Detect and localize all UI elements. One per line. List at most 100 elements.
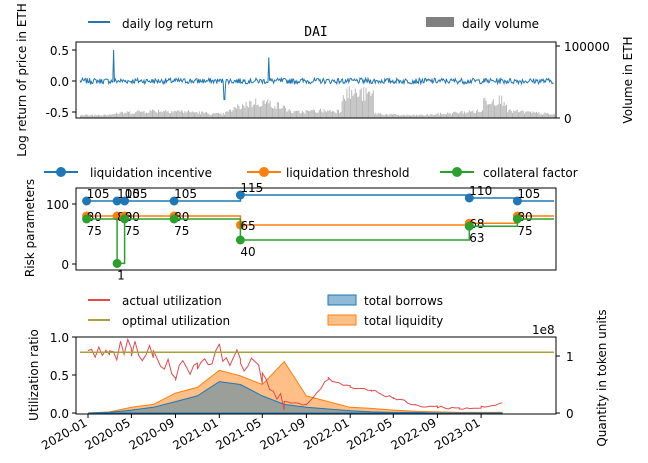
volume-bar [161, 112, 163, 118]
volume-bar [342, 95, 344, 118]
volume-bar [551, 114, 553, 118]
y-right-tick-label: 100000 [564, 40, 610, 54]
volume-bar [134, 113, 135, 118]
volume-bar [190, 112, 192, 118]
risk-point [464, 221, 474, 231]
volume-bar [152, 109, 153, 118]
volume-bar [256, 105, 258, 118]
volume-bar [392, 114, 393, 118]
volume-bar [212, 113, 213, 118]
volume-bar [311, 110, 313, 118]
legend-total-borrows: total borrows [364, 294, 443, 308]
legend-liquidation-incentive: liquidation incentive [90, 166, 212, 180]
volume-bar [353, 93, 355, 118]
volume-bar [104, 114, 105, 118]
volume-bar [148, 112, 150, 118]
volume-bar [171, 111, 173, 118]
volume-bar [438, 115, 440, 118]
volume-bar [260, 106, 261, 118]
volume-bar [164, 111, 165, 118]
volume-bar [477, 109, 479, 118]
volume-bar [328, 110, 330, 118]
y-right-tick-label: 0 [564, 112, 572, 126]
y-tick-label: 0 [61, 258, 69, 272]
volume-bar [485, 100, 487, 118]
volume-bar [449, 113, 451, 118]
risk-point [120, 196, 130, 206]
volume-bar [454, 111, 456, 118]
risk-point [235, 190, 245, 200]
volume-bar [334, 112, 336, 118]
volume-bar [262, 100, 264, 118]
volume-bar [312, 109, 314, 118]
volume-bar [488, 104, 489, 118]
volume-bar [320, 108, 321, 118]
x-tick-label: 2020-05 [82, 415, 132, 452]
volume-bar [214, 113, 216, 118]
volume-bar [426, 114, 428, 118]
volume-bar [306, 110, 308, 118]
volume-bar [346, 88, 348, 118]
volume-bar [371, 93, 373, 118]
volume-bar [453, 112, 455, 118]
y-right-axis-label: Volume in ETH [621, 36, 635, 123]
data-label: 110 [469, 184, 492, 198]
volume-bar [536, 111, 537, 118]
volume-bar [88, 115, 90, 118]
data-label: 105 [125, 187, 148, 201]
volume-bar [236, 108, 237, 118]
volume-bar [201, 111, 203, 118]
volume-bar [230, 109, 231, 118]
volume-bar [267, 99, 269, 118]
volume-bar [507, 112, 509, 118]
volume-bar [483, 98, 485, 118]
volume-bar [417, 115, 419, 118]
risk-point [120, 214, 130, 224]
volume-bar [341, 101, 343, 118]
volume-bar [516, 109, 518, 118]
volume-bar [197, 113, 199, 118]
volume-bar [424, 115, 426, 118]
volume-bar [116, 112, 117, 118]
volume-bar [322, 112, 324, 118]
volume-bar [130, 114, 132, 118]
volume-bar [290, 110, 291, 118]
volume-bar [191, 111, 193, 118]
total-borrows-area [87, 381, 503, 414]
volume-bar [404, 115, 405, 118]
volume-bar [231, 111, 233, 118]
volume-bar [332, 111, 333, 118]
data-label: 105 [87, 187, 110, 201]
volume-bar [208, 113, 210, 118]
volume-bar [280, 108, 282, 118]
volume-bar [82, 115, 84, 118]
volume-bar [321, 111, 323, 118]
volume-bar [310, 110, 312, 118]
volume-bar [471, 111, 473, 118]
volume-bar [474, 113, 476, 118]
volume-bar [226, 111, 228, 118]
plot-frame-1 [75, 41, 557, 119]
y-right-axis-label: Quantity in token units [595, 309, 609, 446]
volume-bar [242, 104, 243, 118]
y-tick-label: 0.0 [50, 75, 69, 89]
volume-bar [370, 95, 372, 118]
volume-bar [340, 111, 342, 118]
volume-bars [80, 86, 555, 118]
volume-bar [232, 110, 234, 118]
volume-bar [185, 112, 187, 118]
volume-bar [167, 111, 169, 118]
volume-bar [245, 101, 247, 118]
volume-bar [87, 114, 89, 118]
volume-bar [377, 113, 379, 118]
volume-bar [194, 112, 195, 118]
volume-bar [233, 107, 235, 118]
data-label: 63 [469, 231, 484, 245]
volume-bar [125, 113, 127, 118]
volume-bar [105, 114, 107, 118]
volume-bar [383, 115, 385, 118]
volume-bar [407, 115, 409, 118]
legend-daily-log-return: daily log return [122, 17, 213, 31]
volume-bar [255, 98, 257, 118]
volume-bar [326, 112, 327, 118]
